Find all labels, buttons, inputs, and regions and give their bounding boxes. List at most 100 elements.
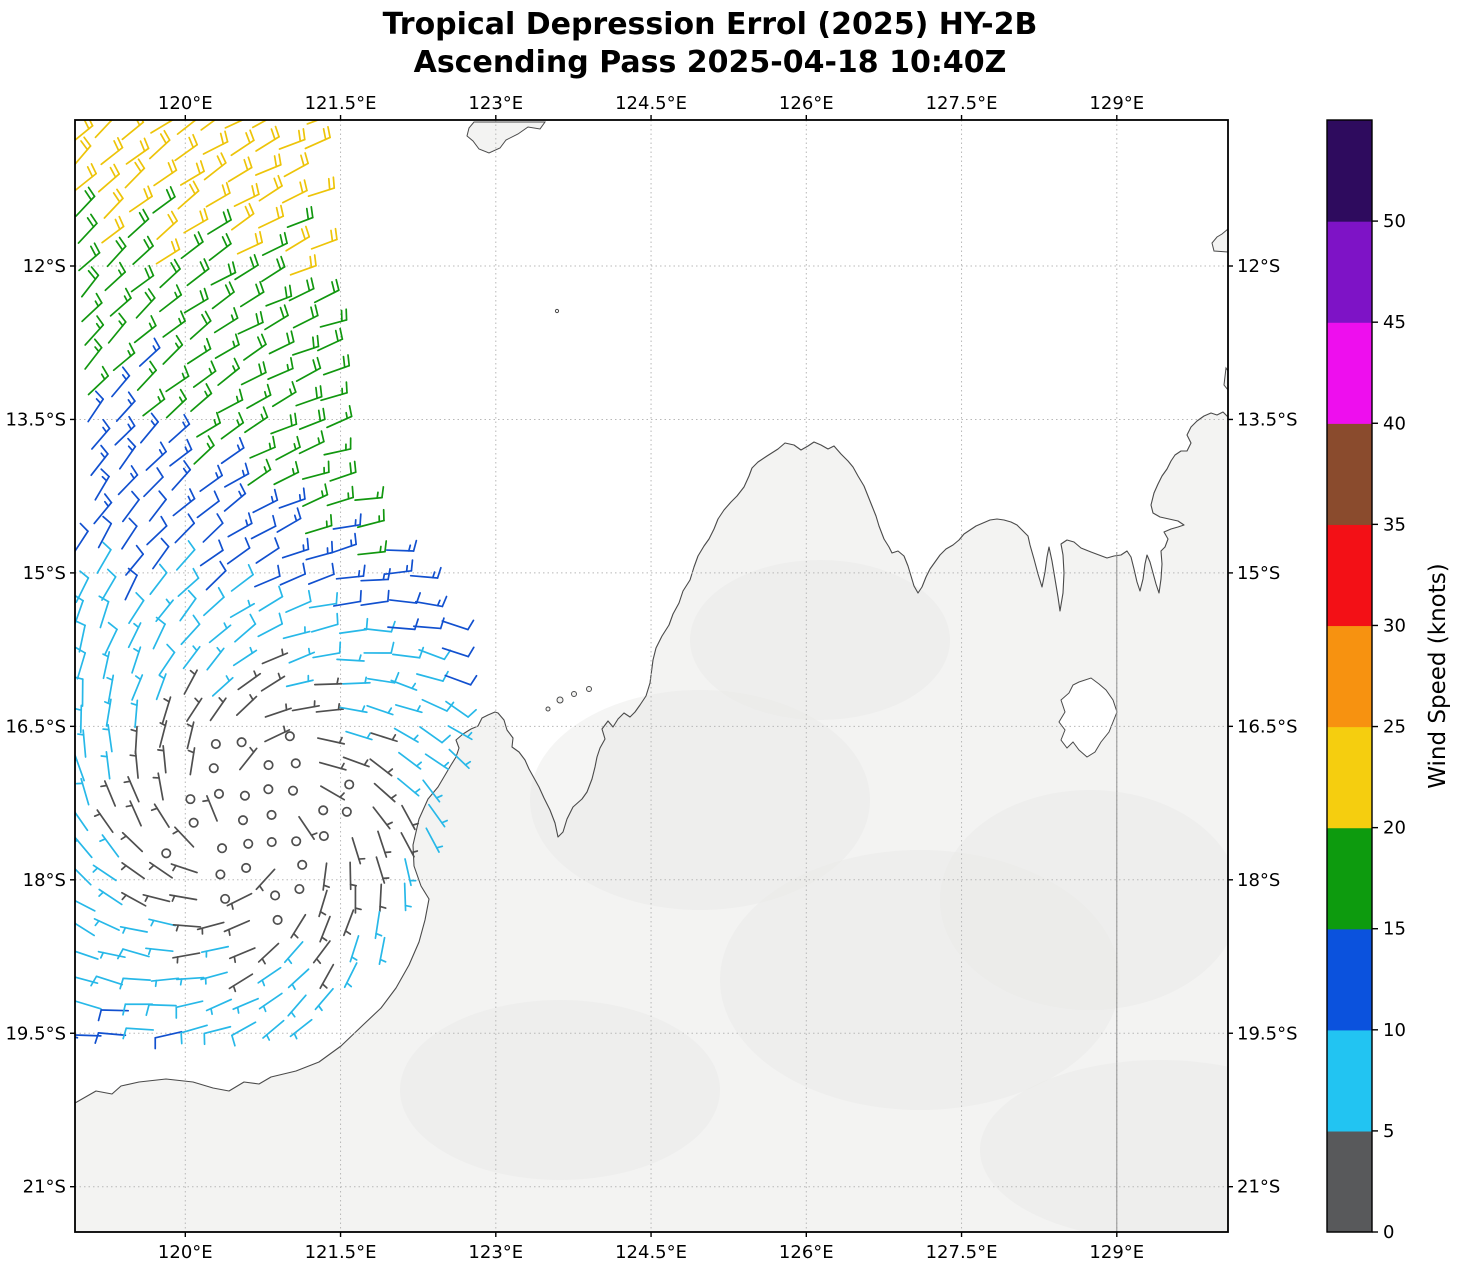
lon-tick-label-bottom: 126°E [779, 1242, 834, 1263]
wind-barb [138, 337, 161, 367]
wind-barb [344, 779, 355, 790]
barb-half-feather [249, 746, 255, 753]
lat-tick-label-left: 19.5°S [5, 1023, 66, 1044]
wind-barb [90, 975, 124, 987]
barb-half-feather [354, 907, 362, 911]
barb-full-feather [231, 261, 237, 274]
barb-half-feather [375, 932, 383, 937]
wind-barb [236, 737, 247, 748]
wind-barb [345, 730, 373, 741]
barb-half-feather [232, 365, 237, 373]
barb-half-feather [206, 442, 212, 450]
barb-full-feather [183, 365, 190, 378]
wind-barb [310, 227, 338, 250]
barb-staff [234, 623, 257, 643]
barb-full-feather [302, 128, 306, 141]
barb-full-feather [183, 460, 192, 471]
barb-staff [445, 700, 469, 718]
barb-half-feather [230, 902, 234, 910]
barb-full-feather [381, 486, 385, 499]
barb-full-feather [244, 537, 251, 549]
barb-staff [412, 625, 442, 630]
barb-staff [312, 652, 341, 659]
barb-full-feather [248, 202, 255, 215]
wind-barb [307, 562, 335, 585]
barb-staff [152, 623, 166, 650]
barb-full-feather [317, 409, 322, 422]
calm-wind-circle [297, 859, 308, 870]
barb-staff [96, 548, 112, 574]
wind-barb [275, 435, 301, 461]
barb-full-feather [158, 563, 168, 574]
barb-full-feather [413, 618, 419, 631]
barb-staff [148, 498, 167, 522]
wind-barb [125, 137, 150, 165]
barb-full-feather [221, 184, 227, 197]
barb-staff [104, 628, 118, 655]
wind-barb [230, 563, 254, 592]
colorbar-bin-0-5 [1327, 1130, 1372, 1233]
barb-full-feather [207, 435, 215, 447]
wind-barb [122, 1003, 154, 1016]
barb-full-feather [116, 137, 124, 149]
barb-full-feather [274, 104, 277, 114]
wind-barb [306, 120, 321, 125]
wind-barb [273, 460, 300, 486]
wind-barb [232, 646, 258, 667]
barb-full-feather [138, 211, 146, 224]
barb-full-feather [262, 361, 267, 374]
barb-half-feather [340, 762, 345, 770]
wind-barb [281, 537, 310, 559]
barb-full-feather [279, 306, 285, 319]
wind-barb [123, 776, 140, 803]
land-texture-blob [530, 690, 870, 910]
barb-half-feather [187, 749, 195, 754]
barb-full-feather [114, 218, 121, 231]
wind-barb [132, 235, 154, 266]
barb-full-feather [390, 641, 395, 654]
barb-full-feather [100, 468, 110, 478]
barb-full-feather [102, 541, 112, 551]
barb-full-feather [166, 643, 176, 654]
wind-barb [298, 815, 318, 841]
barb-half-feather [236, 419, 241, 427]
barb-half-feather [390, 794, 397, 800]
barb-half-feather [129, 754, 137, 757]
barb-half-feather [247, 599, 251, 607]
wind-barb [202, 795, 218, 822]
wind-barb [150, 120, 175, 134]
wind-barb [100, 137, 124, 166]
wind-barb [387, 618, 419, 631]
barb-staff [391, 653, 421, 659]
barb-half-feather [376, 491, 379, 499]
barb-full-feather [302, 487, 306, 500]
barb-staff [48, 983, 74, 990]
barb-half-feather [117, 269, 123, 277]
wind-barb [210, 738, 221, 750]
wind-barb [236, 694, 258, 716]
wind-barb [121, 891, 147, 907]
barb-full-feather [257, 336, 263, 348]
barb-full-feather [310, 206, 314, 219]
barb-full-feather [441, 734, 451, 744]
wind-barb [80, 266, 100, 298]
wind-barb [398, 751, 422, 770]
barb-full-feather [143, 238, 151, 251]
barb-full-feather [283, 231, 288, 245]
barb-full-feather [238, 411, 245, 424]
barb-staff [125, 1027, 155, 1031]
wind-barb [370, 732, 398, 743]
wind-barb [292, 304, 319, 329]
barb-full-feather [348, 405, 353, 418]
wind-barb [291, 836, 302, 847]
wind-barb [288, 277, 315, 302]
wind-barb [258, 174, 283, 202]
wind-barb [290, 758, 301, 769]
barb-half-feather [94, 919, 100, 927]
barb-half-feather [148, 368, 154, 375]
barb-full-feather [365, 617, 369, 631]
barb-full-feather [124, 287, 132, 299]
barb-half-feather [148, 864, 155, 871]
wind-barb [336, 654, 365, 662]
barb-full-feather [254, 232, 259, 246]
